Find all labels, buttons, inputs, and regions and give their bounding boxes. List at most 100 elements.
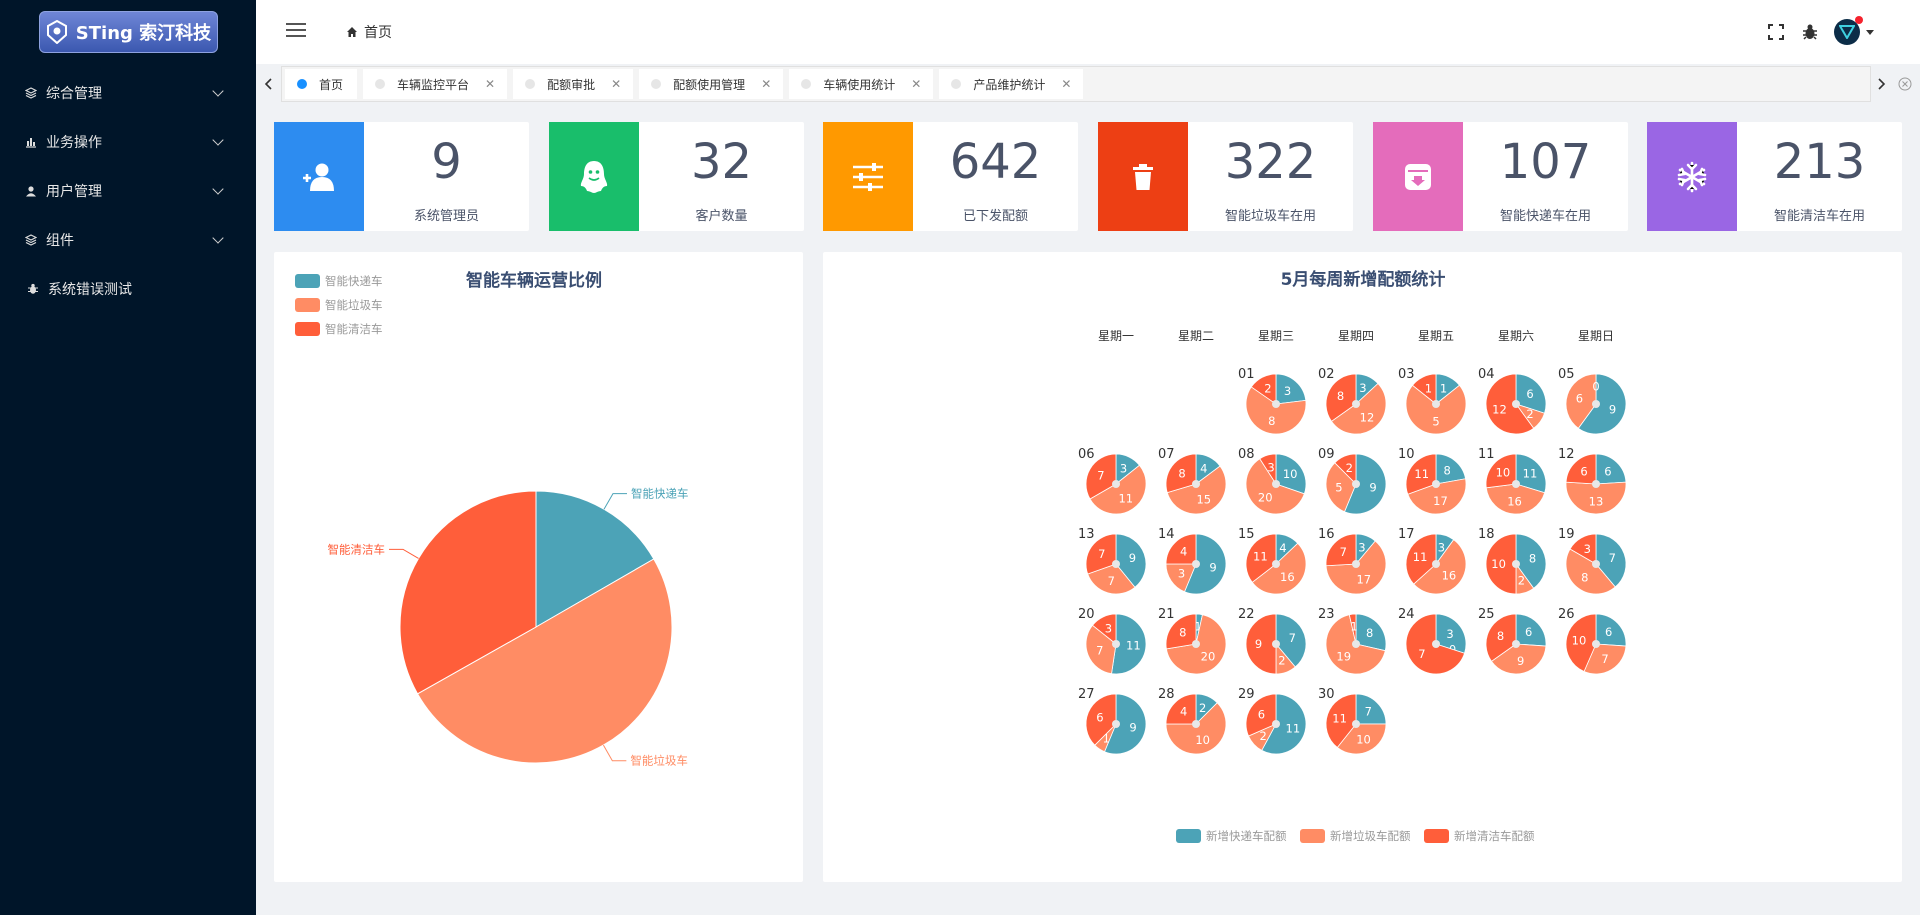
stat-card-2[interactable]: 32 客户数量	[549, 122, 804, 231]
pie-slice[interactable]	[399, 490, 537, 695]
day-cell-23[interactable]: 23 8 19 1	[1318, 607, 1387, 675]
tab-6[interactable]: 产品维护统计 ✕	[939, 69, 1084, 99]
chevron-down-icon[interactable]	[1866, 29, 1874, 35]
stat-card-4[interactable]: 322 智能垃圾车在用	[1098, 122, 1353, 231]
day-cell-22[interactable]: 22 72 9	[1238, 607, 1307, 675]
day-slice[interactable]	[1165, 533, 1197, 565]
legend-label[interactable]: 新增清洁车配额	[1454, 829, 1535, 843]
day-cell-20[interactable]: 20 11 73	[1078, 607, 1147, 675]
close-icon[interactable]: ✕	[1061, 77, 1072, 91]
day-slice[interactable]	[1245, 386, 1307, 435]
day-slice[interactable]	[1325, 693, 1357, 749]
day-cell-12[interactable]: 12 6 13 6	[1558, 447, 1627, 515]
day-cell-08[interactable]: 08 10 20 3	[1238, 447, 1307, 515]
day-slice[interactable]	[1165, 613, 1197, 650]
pie-slice[interactable]	[416, 558, 673, 764]
day-cell-17[interactable]: 17 3 16 11	[1398, 527, 1467, 595]
day-slice[interactable]	[1595, 613, 1627, 647]
sidebar-item-4[interactable]: 组件	[0, 215, 256, 264]
chevron-left-icon[interactable]	[258, 67, 280, 101]
day-slice[interactable]	[1405, 533, 1437, 585]
app-logo[interactable]: STing 索汀科技	[39, 11, 218, 53]
day-slice[interactable]	[1515, 613, 1547, 647]
day-slice[interactable]	[1245, 533, 1277, 583]
chevron-down-icon[interactable]	[212, 84, 224, 97]
legend-swatch[interactable]	[1424, 829, 1449, 843]
day-slice[interactable]	[1089, 464, 1147, 515]
day-slice[interactable]	[1348, 613, 1357, 645]
day-cell-28[interactable]: 28 2 10 4	[1158, 687, 1227, 755]
day-slice[interactable]	[1407, 478, 1467, 515]
day-cell-25[interactable]: 25 6 98	[1478, 607, 1547, 675]
day-slice[interactable]	[1275, 613, 1307, 668]
sidebar-item-2[interactable]: 业务操作	[0, 117, 256, 166]
day-slice[interactable]	[1565, 481, 1627, 515]
day-cell-18[interactable]: 18 82 10	[1478, 527, 1547, 595]
day-slice[interactable]	[1165, 702, 1227, 755]
day-slice[interactable]	[1087, 563, 1136, 595]
legend-label[interactable]: 智能快递车	[325, 274, 383, 288]
day-slice[interactable]	[1485, 373, 1535, 435]
day-slice[interactable]	[1485, 453, 1517, 489]
day-slice[interactable]	[1355, 693, 1387, 725]
menu-toggle-icon[interactable]	[286, 23, 306, 39]
close-icon[interactable]: ✕	[485, 77, 496, 91]
day-slice[interactable]	[1250, 373, 1277, 405]
day-cell-27[interactable]: 27 9 16	[1078, 687, 1147, 755]
day-slice[interactable]	[1259, 453, 1277, 486]
avatar[interactable]	[1834, 16, 1863, 45]
tab-2[interactable]: 车辆监控平台 ✕	[363, 69, 508, 99]
day-slice[interactable]	[1485, 533, 1517, 595]
day-cell-29[interactable]: 29 11 2 6	[1238, 687, 1307, 755]
day-slice[interactable]	[1165, 453, 1197, 494]
day-slice[interactable]	[1115, 533, 1147, 588]
day-cell-26[interactable]: 26 6 7 10	[1558, 607, 1627, 675]
day-slice[interactable]	[1565, 613, 1597, 673]
day-slice[interactable]	[1405, 453, 1437, 495]
day-cell-09[interactable]: 09 9 52	[1318, 447, 1387, 515]
day-slice[interactable]	[1569, 533, 1597, 565]
day-slice[interactable]	[1085, 533, 1117, 575]
day-slice[interactable]	[1261, 693, 1307, 755]
legend-swatch[interactable]	[295, 322, 320, 336]
day-cell-21[interactable]: 21 1 20 8	[1158, 607, 1227, 675]
day-slice[interactable]	[1330, 382, 1387, 435]
day-slice[interactable]	[1085, 624, 1117, 675]
day-slice[interactable]	[1275, 373, 1307, 405]
day-cell-01[interactable]: 01 3 8 2	[1238, 367, 1307, 435]
legend-label[interactable]: 智能垃圾车	[325, 298, 383, 312]
close-all-icon[interactable]	[1894, 67, 1916, 101]
day-slice[interactable]	[1583, 643, 1627, 675]
day-slice[interactable]	[1490, 643, 1547, 675]
day-slice[interactable]	[1411, 373, 1437, 405]
day-cell-02[interactable]: 02 3 12 8	[1318, 367, 1387, 435]
day-slice[interactable]	[1325, 462, 1357, 513]
day-slice[interactable]	[1485, 613, 1517, 662]
legend-label[interactable]: 新增垃圾车配额	[1330, 829, 1411, 843]
day-slice[interactable]	[1111, 613, 1147, 675]
day-slice[interactable]	[1405, 384, 1467, 435]
day-slice[interactable]	[1334, 453, 1357, 485]
day-slice[interactable]	[1325, 533, 1357, 567]
pie-slice[interactable]	[535, 490, 655, 628]
stat-card-6[interactable]: 213 智能清洁车在用	[1647, 122, 1902, 231]
day-slice[interactable]	[1515, 373, 1547, 414]
legend-label[interactable]: 新增快递车配额	[1206, 829, 1287, 843]
fullscreen-icon[interactable]	[1762, 18, 1790, 46]
legend-swatch[interactable]	[1300, 829, 1325, 843]
day-slice[interactable]	[1435, 613, 1467, 654]
legend-swatch[interactable]	[295, 298, 320, 312]
legend-swatch[interactable]	[295, 274, 320, 288]
close-icon[interactable]: ✕	[911, 77, 922, 91]
day-cell-16[interactable]: 16 3 17 7	[1318, 527, 1387, 595]
day-slice[interactable]	[1251, 542, 1307, 595]
day-slice[interactable]	[1515, 453, 1547, 494]
chevron-down-icon[interactable]	[212, 231, 224, 244]
sidebar-item-3[interactable]: 用户管理	[0, 166, 256, 215]
stat-card-3[interactable]: 642 已下发配额	[823, 122, 1078, 231]
close-icon[interactable]: ✕	[761, 77, 772, 91]
tab-5[interactable]: 车辆使用统计 ✕	[789, 69, 934, 99]
chevron-down-icon[interactable]	[212, 133, 224, 146]
